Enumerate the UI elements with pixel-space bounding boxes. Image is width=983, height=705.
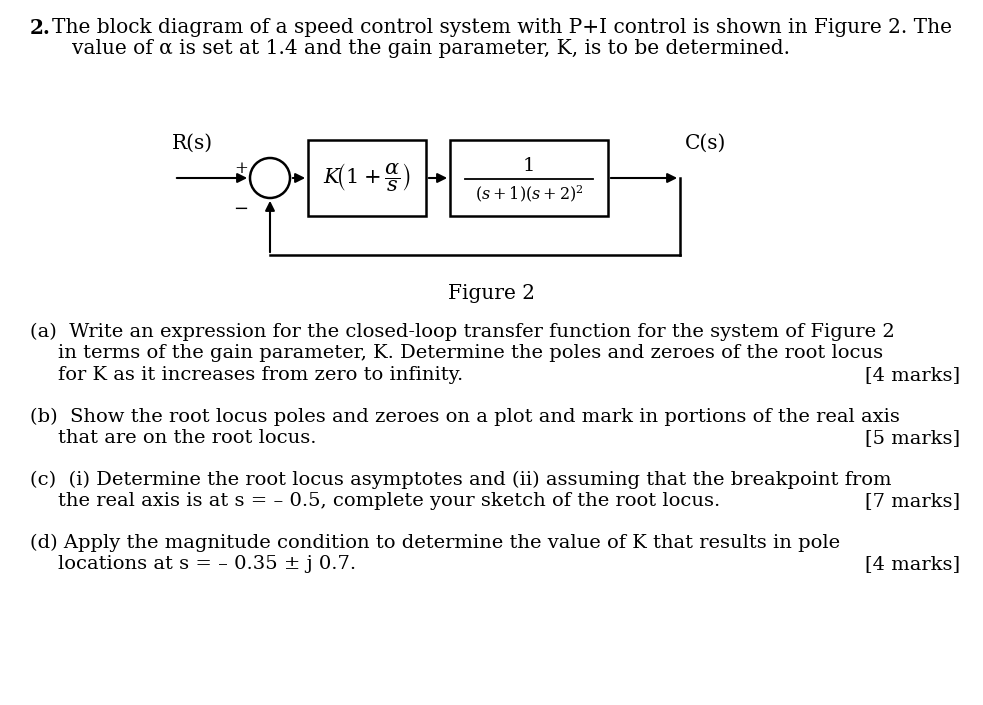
Text: in terms of the gain parameter, K. Determine the poles and zeroes of the root lo: in terms of the gain parameter, K. Deter… (58, 345, 883, 362)
Text: The block diagram of a speed control system with P+I control is shown in Figure : The block diagram of a speed control sys… (52, 18, 952, 37)
Text: [4 marks]: [4 marks] (865, 366, 960, 384)
Text: the real axis is at s = – 0.5, complete your sketch of the root locus.: the real axis is at s = – 0.5, complete … (58, 492, 721, 510)
Bar (308, 140, 426, 216)
Text: (a)  Write an expression for the closed-loop transfer function for the system of: (a) Write an expression for the closed-l… (30, 323, 895, 341)
Text: +: + (234, 160, 248, 177)
Text: R(s): R(s) (172, 134, 213, 153)
Bar (450, 140, 608, 216)
Text: for K as it increases from zero to infinity.: for K as it increases from zero to infin… (58, 366, 463, 384)
Text: 2.: 2. (30, 18, 51, 38)
Text: locations at s = – 0.35 ± j 0.7.: locations at s = – 0.35 ± j 0.7. (58, 555, 356, 573)
Text: (c)  (i) Determine the root locus asymptotes and (ii) assuming that the breakpoi: (c) (i) Determine the root locus asympto… (30, 470, 892, 489)
Text: $K\!\left(1+\dfrac{\alpha}{s}\right)$: $K\!\left(1+\dfrac{\alpha}{s}\right)$ (323, 161, 411, 195)
Text: 1: 1 (523, 157, 535, 175)
Text: Figure 2: Figure 2 (447, 284, 535, 303)
Text: value of α is set at 1.4 and the gain parameter, K, is to be determined.: value of α is set at 1.4 and the gain pa… (72, 39, 790, 58)
Text: [7 marks]: [7 marks] (865, 492, 960, 510)
Text: $(s+1)(s+2)^2$: $(s+1)(s+2)^2$ (475, 183, 584, 204)
Text: that are on the root locus.: that are on the root locus. (58, 429, 317, 447)
Text: (d) Apply the magnitude condition to determine the value of K that results in po: (d) Apply the magnitude condition to det… (30, 534, 840, 552)
Text: [5 marks]: [5 marks] (865, 429, 960, 447)
Text: [4 marks]: [4 marks] (865, 555, 960, 573)
Text: C(s): C(s) (685, 134, 726, 153)
Text: −: − (233, 200, 248, 218)
Text: (b)  Show the root locus poles and zeroes on a plot and mark in portions of the : (b) Show the root locus poles and zeroes… (30, 407, 899, 426)
